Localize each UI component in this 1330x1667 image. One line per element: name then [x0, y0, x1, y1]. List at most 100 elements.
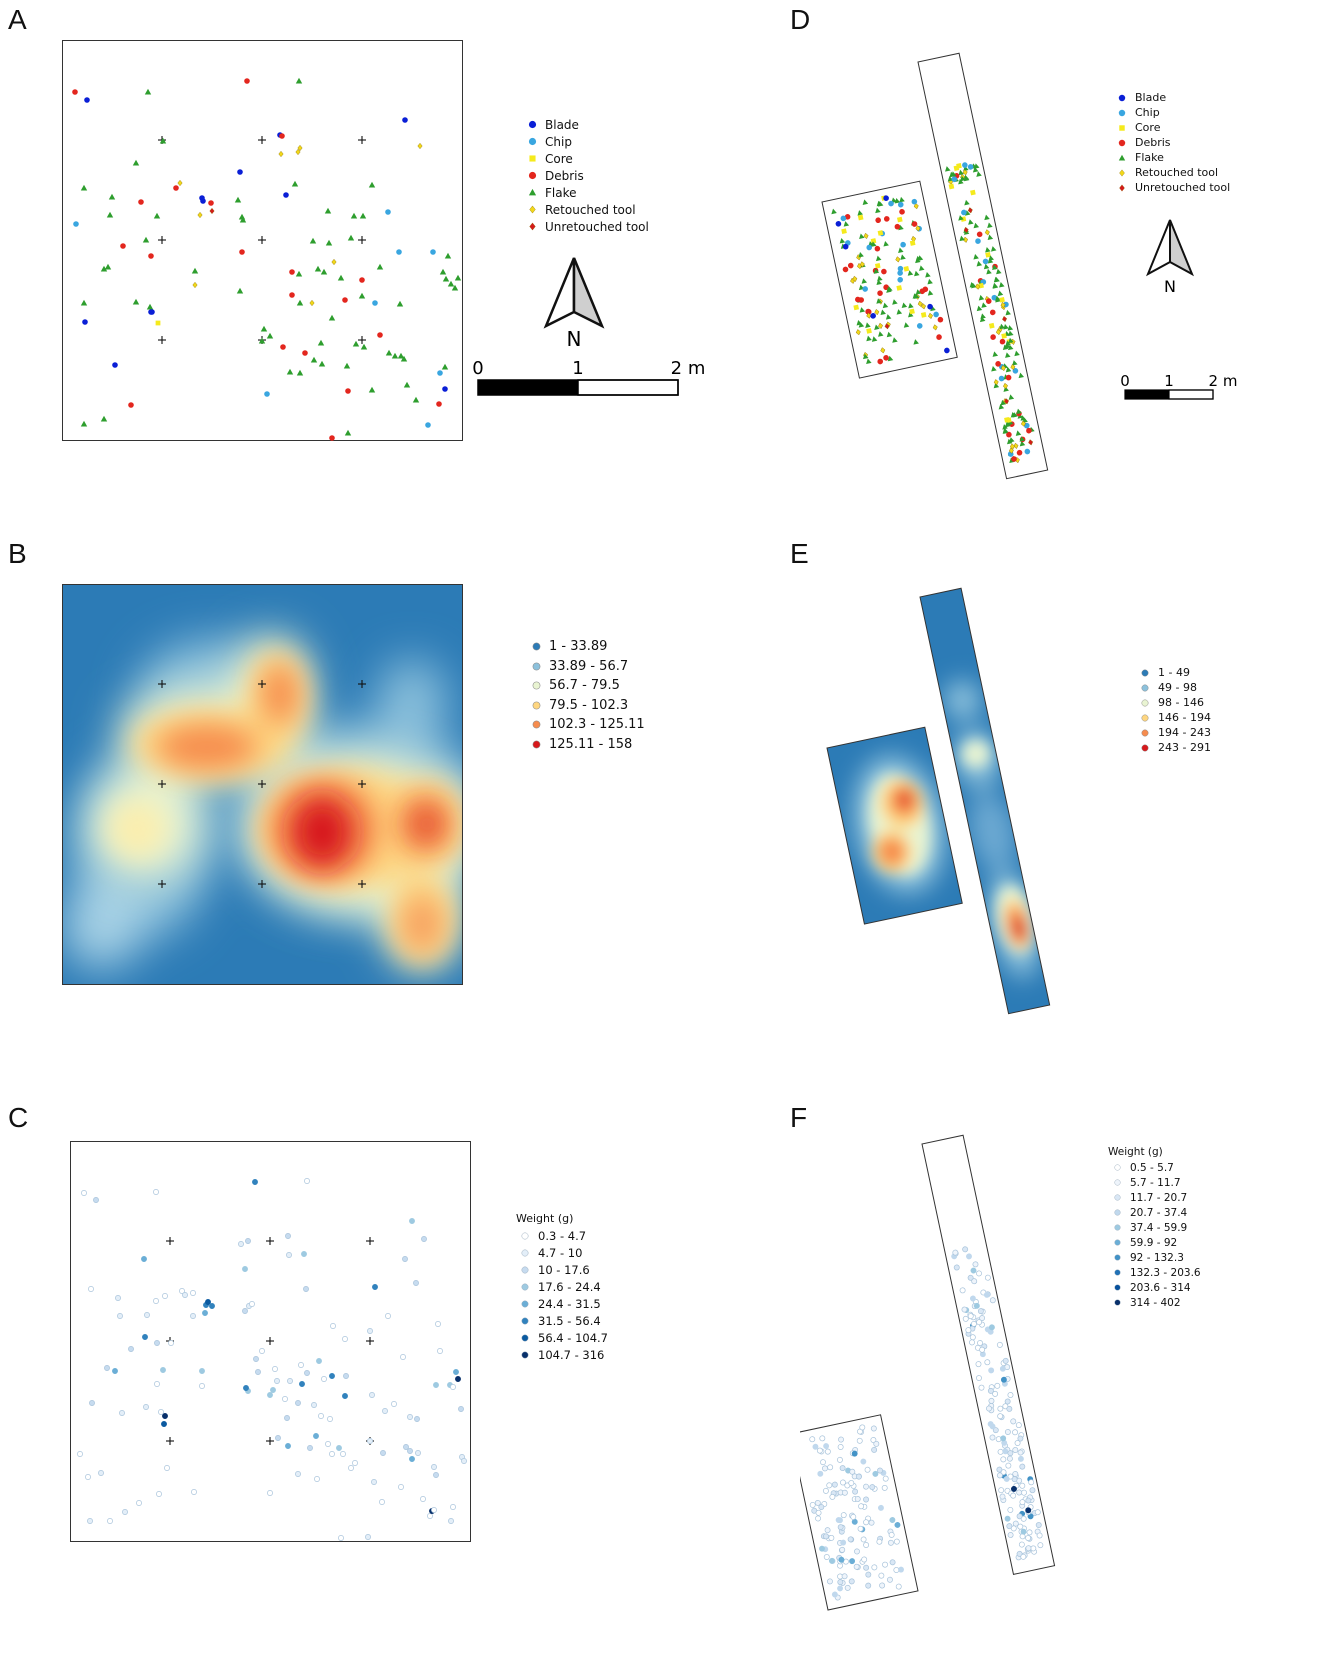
weight-point	[822, 1487, 829, 1494]
artifact-map-a	[62, 40, 463, 441]
artifact-point	[988, 322, 995, 329]
weight-point	[128, 1346, 134, 1352]
weight-point	[992, 1427, 999, 1434]
artifact-point	[1000, 364, 1006, 372]
artifact-point	[144, 88, 152, 95]
artifact-point	[978, 282, 984, 289]
legend-item: 243 - 291	[1136, 740, 1211, 755]
weight-point	[969, 1295, 976, 1302]
artifact-point	[857, 214, 864, 221]
artifact-point	[927, 303, 933, 310]
weight-point	[431, 1507, 437, 1513]
weight-point	[988, 1397, 995, 1404]
artifact-point	[859, 307, 866, 313]
weight-point	[409, 1218, 415, 1224]
weight-point	[860, 1536, 867, 1543]
weight-point	[314, 1476, 320, 1482]
artifact-point	[1024, 448, 1031, 455]
weight-point	[887, 1539, 894, 1546]
artifact-point	[976, 260, 983, 267]
artifact-point	[385, 209, 391, 215]
artifact-point	[877, 275, 883, 282]
circle-symbol-icon	[1113, 139, 1131, 147]
legend-item: 0.5 - 5.7	[1108, 1160, 1201, 1175]
weight-point	[809, 1501, 816, 1508]
artifact-point	[359, 277, 365, 283]
weight-point	[421, 1236, 427, 1242]
weight-point	[977, 1308, 984, 1315]
weight-point	[205, 1299, 211, 1305]
legend-label: Chip	[545, 134, 572, 149]
legend-item: Retouched tool	[523, 201, 649, 218]
legend-label: 0.3 - 4.7	[538, 1228, 587, 1243]
artifact-point	[967, 164, 974, 170]
legend-label: Blade	[1135, 91, 1167, 104]
artifact-point	[983, 263, 990, 270]
artifact-point	[866, 312, 872, 319]
artifact-point	[847, 262, 854, 269]
weight-point	[414, 1416, 420, 1422]
weight-point	[1016, 1489, 1023, 1496]
artifact-point	[894, 223, 901, 230]
artifact-point	[958, 169, 964, 176]
artifact-point	[992, 283, 999, 289]
weight-point	[243, 1385, 249, 1391]
weight-point	[284, 1415, 290, 1421]
north-label: N	[1164, 277, 1176, 296]
grid-cross-icon	[258, 680, 266, 688]
artifact-point	[385, 349, 393, 356]
artifact-point	[876, 200, 883, 207]
artifact-point	[976, 305, 983, 312]
legend-label: 132.3 - 203.6	[1130, 1266, 1201, 1279]
weight-point	[179, 1288, 185, 1294]
weight-point	[1000, 1376, 1007, 1383]
artifact-point	[875, 207, 881, 214]
circle-symbol-icon	[1136, 669, 1154, 677]
weight-point	[453, 1369, 459, 1375]
artifact-point	[430, 249, 436, 255]
artifact-point	[234, 196, 242, 203]
artifact-point	[1002, 315, 1007, 323]
legend-label: 56.7 - 79.5	[549, 678, 620, 694]
circle-symbol-icon	[1108, 1239, 1126, 1246]
weight-point	[865, 1582, 872, 1589]
artifact-point	[915, 289, 922, 295]
weight-point	[154, 1381, 160, 1387]
weight-point	[848, 1578, 855, 1585]
weight-point	[398, 1484, 404, 1490]
artifact-point	[973, 253, 979, 260]
weight-point	[872, 1470, 879, 1477]
weight-point	[1004, 1398, 1011, 1405]
weight-point	[1004, 1429, 1011, 1435]
grid-cross-icon	[358, 336, 366, 344]
weight-point	[342, 1336, 348, 1342]
artifact-point	[296, 369, 304, 376]
weight-point	[998, 1487, 1005, 1494]
legend-label: 0.5 - 5.7	[1130, 1161, 1174, 1174]
artifact-point	[883, 195, 889, 201]
scale-label-2: 2 m	[1209, 372, 1238, 390]
weight-point	[838, 1436, 844, 1443]
artifact-point	[897, 201, 904, 208]
weight-point	[329, 1451, 335, 1457]
artifact-point	[984, 229, 990, 236]
legend-item: 104.7 - 316	[516, 1346, 608, 1363]
artifact-point	[896, 285, 903, 291]
weight-point	[962, 1246, 969, 1253]
artifact-point	[969, 282, 976, 288]
weight-point	[887, 1576, 893, 1583]
grid-cross-icon	[358, 880, 366, 888]
artifact-point	[982, 258, 989, 265]
circle-symbol-icon	[1108, 1254, 1126, 1261]
artifact-point	[397, 352, 405, 359]
artifact-point	[933, 311, 939, 318]
weight-point	[812, 1443, 819, 1450]
weight-point	[819, 1435, 826, 1442]
artifact-point	[903, 266, 910, 272]
weight-point	[996, 1466, 1003, 1473]
artifact-point	[1005, 309, 1011, 316]
weight-point	[823, 1443, 830, 1450]
weight-point	[316, 1358, 322, 1364]
artifact-point	[391, 352, 399, 359]
weight-point	[1019, 1499, 1026, 1506]
